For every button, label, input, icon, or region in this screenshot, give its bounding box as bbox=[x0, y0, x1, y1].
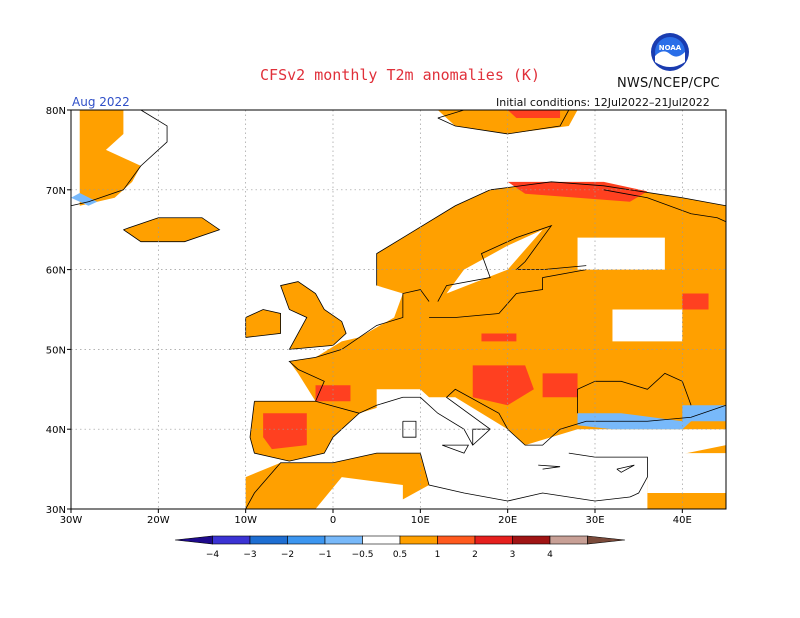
anomaly-region bbox=[542, 373, 578, 398]
coastline bbox=[288, 289, 430, 402]
lon-label: 30W bbox=[60, 515, 83, 526]
anomaly-region bbox=[71, 192, 98, 206]
coastline bbox=[437, 224, 587, 302]
colorbar-bin bbox=[474, 535, 513, 545]
coastline bbox=[603, 189, 727, 223]
anomaly-region bbox=[79, 110, 141, 206]
coastline bbox=[538, 464, 561, 470]
lat-label: 50N bbox=[46, 345, 66, 356]
lon-label: 20E bbox=[498, 515, 517, 526]
colorbar-bin bbox=[362, 535, 401, 545]
colorbar-arrow-high bbox=[587, 535, 626, 545]
colorbar-bin bbox=[324, 535, 363, 545]
lat-label: 30N bbox=[46, 505, 66, 516]
colorbar-tick-label: −4 bbox=[206, 550, 220, 560]
colorbar-bin bbox=[249, 535, 288, 545]
coastline bbox=[249, 400, 361, 462]
colorbar: −4 −3 −2 −1 −0.5 0.5 1 2 3 4 bbox=[174, 535, 626, 560]
coastline bbox=[359, 388, 727, 446]
colorbar-tick-label: −2 bbox=[281, 550, 294, 560]
coastline bbox=[123, 217, 221, 243]
anomaly-region bbox=[682, 293, 709, 310]
colorbar-bin bbox=[399, 535, 438, 545]
graticule bbox=[71, 110, 726, 509]
colorbar-tick-label: 0.5 bbox=[393, 550, 407, 560]
anomaly-region bbox=[376, 389, 491, 446]
coastline bbox=[568, 452, 648, 498]
lon-label: 0 bbox=[330, 515, 336, 526]
coastline bbox=[616, 464, 635, 473]
longitude-labels: 30W 20W 10W 0 10E 20E 30E 40E bbox=[60, 509, 692, 526]
colorbar-tick-label: −0.5 bbox=[352, 550, 374, 560]
anomaly-region bbox=[612, 309, 683, 342]
coastline bbox=[70, 109, 168, 207]
anomaly-region bbox=[464, 469, 578, 502]
organization-label: NWS/NCEP/CPC bbox=[617, 76, 720, 91]
anomaly-region bbox=[263, 413, 307, 450]
lon-label: 10W bbox=[234, 515, 257, 526]
lat-label: 70N bbox=[46, 186, 66, 197]
colorbar-tick-label: −1 bbox=[318, 550, 331, 560]
lat-label: 40N bbox=[46, 425, 66, 436]
coastline bbox=[245, 452, 630, 510]
anomaly-region bbox=[647, 453, 726, 494]
coastline bbox=[280, 281, 347, 350]
coastlines bbox=[70, 109, 727, 510]
coastline bbox=[577, 372, 692, 414]
colorbar-arrow-low bbox=[174, 535, 213, 545]
colorbar-bin bbox=[512, 535, 551, 545]
lon-label: 30E bbox=[585, 515, 604, 526]
map-title: CFSv2 monthly T2m anomalies (K) bbox=[260, 66, 540, 84]
coastline bbox=[245, 309, 282, 338]
map-frame bbox=[70, 109, 727, 510]
colorbar-bin bbox=[287, 535, 326, 545]
anomaly-region bbox=[577, 237, 665, 270]
anomaly-region bbox=[481, 333, 517, 342]
noaa-logo: NOAA bbox=[651, 33, 689, 71]
latitude-labels: 80N 70N 60N 50N 40N 30N bbox=[46, 106, 71, 516]
anomaly-region bbox=[315, 385, 351, 402]
coastline bbox=[402, 420, 417, 438]
colorbar-bin bbox=[212, 535, 251, 545]
anomaly-field bbox=[71, 110, 726, 509]
anomaly-region bbox=[472, 365, 534, 406]
colorbar-tick-label: 2 bbox=[472, 550, 478, 560]
coastline bbox=[442, 444, 470, 454]
lon-label: 20W bbox=[147, 515, 170, 526]
colorbar-tick-label: −3 bbox=[243, 550, 256, 560]
colorbar-tick-label: 1 bbox=[435, 550, 441, 560]
anomaly-region bbox=[446, 229, 543, 294]
colorbar-tick-label: 4 bbox=[547, 550, 553, 560]
anomaly-region bbox=[280, 281, 347, 350]
lon-label: 10E bbox=[411, 515, 430, 526]
noaa-logo-text: NOAA bbox=[659, 44, 682, 52]
anomaly-region bbox=[507, 110, 561, 118]
lat-label: 60N bbox=[46, 266, 66, 277]
anomaly-region bbox=[123, 217, 220, 242]
anomaly-region bbox=[245, 309, 281, 338]
colorbar-tick-label: 3 bbox=[510, 550, 516, 560]
coastline bbox=[429, 269, 587, 318]
colorbar-bin bbox=[549, 535, 588, 545]
colorbar-bin bbox=[437, 535, 476, 545]
anomaly-region bbox=[315, 477, 403, 509]
valid-month-label: Aug 2022 bbox=[72, 95, 130, 109]
lat-label: 80N bbox=[46, 106, 66, 117]
lon-label: 40E bbox=[673, 515, 692, 526]
initial-conditions-label: Initial conditions: 12Jul2022–21Jul2022 bbox=[496, 96, 710, 109]
